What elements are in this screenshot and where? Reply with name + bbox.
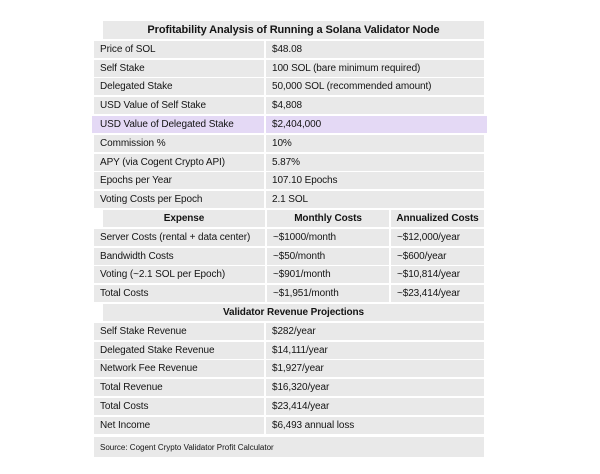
- row-label: Commission %: [100, 137, 166, 149]
- revenue-row: Total Revenue $16,320/year: [94, 379, 484, 397]
- row-value: 5.87%: [264, 153, 484, 171]
- row-label: Self Stake: [100, 62, 145, 74]
- row-value: $2,404,000: [264, 115, 487, 133]
- source-row: Source: Cogent Crypto Validator Profit C…: [94, 437, 484, 458]
- table-row: Self Stake 100 SOL (bare minimum require…: [94, 59, 484, 77]
- source-text: Source: Cogent Crypto Validator Profit C…: [100, 442, 274, 452]
- row-value: $6,493 annual loss: [264, 416, 484, 434]
- revenue-row: Net Income $6,493 annual loss: [94, 416, 484, 434]
- row-label: USD Value of Delegated Stake: [100, 118, 234, 130]
- annualized-costs-column-header: Annualized Costs: [389, 209, 484, 227]
- revenue-row: Total Costs $23,414/year: [94, 397, 484, 415]
- expense-column-header: Expense: [163, 212, 205, 224]
- row-value: $1,927/year: [264, 360, 484, 378]
- row-value: $16,320/year: [264, 379, 484, 397]
- row-label: Network Fee Revenue: [100, 363, 198, 375]
- monthly-cost-value: ~$50/month: [265, 247, 389, 265]
- expense-row: Server Costs (rental + data center) ~$10…: [94, 228, 484, 246]
- row-value: 50,000 SOL (recommended amount): [264, 78, 484, 96]
- row-value: 10%: [264, 134, 484, 152]
- row-label: Total Costs: [100, 288, 149, 300]
- row-label: APY (via Cogent Crypto API): [100, 156, 225, 168]
- annualized-cost-value: ~$10,814/year: [389, 266, 484, 284]
- row-label: Total Revenue: [100, 382, 163, 394]
- annualized-cost-value: ~$600/year: [389, 247, 484, 265]
- row-label: Epochs per Year: [100, 175, 172, 187]
- profitability-table: Profitability Analysis of Running a Sola…: [92, 21, 487, 459]
- row-value: 107.10 Epochs: [264, 172, 484, 190]
- row-value: $14,111/year: [264, 341, 484, 359]
- row-label: Self Stake Revenue: [100, 325, 187, 337]
- annualized-cost-value: ~$12,000/year: [389, 228, 484, 246]
- table-row: Commission % 10%: [94, 134, 484, 152]
- row-label: Bandwidth Costs: [100, 250, 174, 262]
- row-label: Net Income: [100, 419, 151, 431]
- row-label: Voting Costs per Epoch: [100, 194, 203, 206]
- row-value: $282/year: [264, 322, 484, 340]
- monthly-cost-value: ~$901/month: [265, 266, 389, 284]
- revenue-section-header: Validator Revenue Projections: [103, 303, 484, 321]
- row-label: Delegated Stake Revenue: [100, 344, 215, 356]
- revenue-row: Network Fee Revenue $1,927/year: [94, 360, 484, 378]
- annualized-cost-value: ~$23,414/year: [389, 285, 484, 303]
- row-label: Price of SOL: [100, 43, 156, 55]
- table-row: Price of SOL $48.08: [94, 40, 484, 58]
- expense-row: Voting (~2.1 SOL per Epoch) ~$901/month …: [94, 266, 484, 284]
- row-value: 2.1 SOL: [264, 191, 484, 209]
- expense-row: Total Costs ~$1,951/month ~$23,414/year: [94, 285, 484, 303]
- row-label: Voting (~2.1 SOL per Epoch): [100, 269, 226, 281]
- row-label: Delegated Stake: [100, 81, 173, 93]
- table-row: Epochs per Year 107.10 Epochs: [94, 172, 484, 190]
- table-row-highlighted: USD Value of Delegated Stake $2,404,000: [92, 115, 487, 133]
- expense-row: Bandwidth Costs ~$50/month ~$600/year: [94, 247, 484, 265]
- table-row: USD Value of Self Stake $4,808: [94, 97, 484, 115]
- row-label: Total Costs: [100, 400, 149, 412]
- row-value: $48.08: [264, 40, 484, 58]
- table-title: Profitability Analysis of Running a Sola…: [103, 21, 484, 39]
- row-value: 100 SOL (bare minimum required): [264, 59, 484, 77]
- expense-header-row: Expense Monthly Costs Annualized Costs: [103, 209, 484, 227]
- row-value: $4,808: [264, 97, 484, 115]
- monthly-costs-column-header: Monthly Costs: [265, 209, 389, 227]
- row-value: $23,414/year: [264, 397, 484, 415]
- table-row: APY (via Cogent Crypto API) 5.87%: [94, 153, 484, 171]
- revenue-row: Self Stake Revenue $282/year: [94, 322, 484, 340]
- row-label: USD Value of Self Stake: [100, 100, 206, 112]
- table-row: Voting Costs per Epoch 2.1 SOL: [94, 191, 484, 209]
- table-row: Delegated Stake 50,000 SOL (recommended …: [94, 78, 484, 96]
- monthly-cost-value: ~$1,951/month: [265, 285, 389, 303]
- monthly-cost-value: ~$1000/month: [265, 228, 389, 246]
- revenue-row: Delegated Stake Revenue $14,111/year: [94, 341, 484, 359]
- row-label: Server Costs (rental + data center): [100, 231, 251, 243]
